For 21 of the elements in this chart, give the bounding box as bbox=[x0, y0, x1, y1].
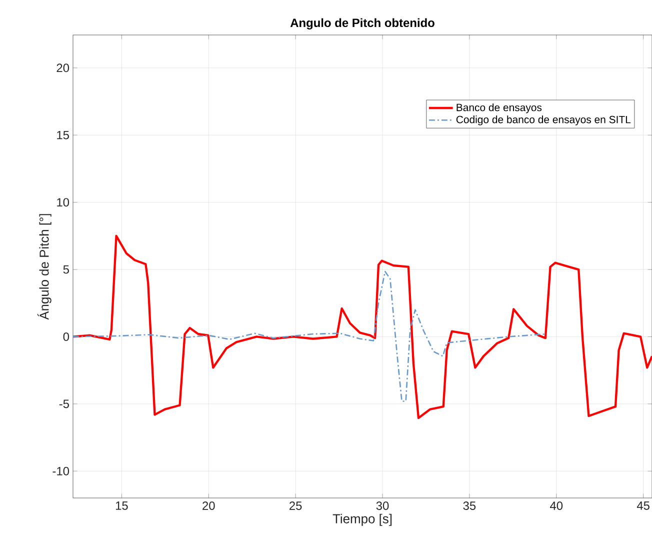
x-tick-label: 45 bbox=[636, 502, 650, 510]
y-tick-label: 0 bbox=[63, 332, 70, 341]
y-tick-label: 5 bbox=[63, 265, 69, 274]
legend-label: Codigo de banco de ensayos en SITL bbox=[456, 116, 631, 126]
y-axis-title: Ángulo de Pitch [°] bbox=[37, 214, 52, 320]
y-tick-label: 20 bbox=[56, 64, 70, 72]
y-tick-label: 15 bbox=[57, 130, 69, 140]
x-tick-label: 15 bbox=[116, 502, 128, 510]
chart-title: Angulo de Pitch obtenido bbox=[290, 18, 434, 30]
x-tick-label: 35 bbox=[463, 502, 476, 510]
legend-label: Banco de ensayos bbox=[456, 103, 542, 114]
line-series bbox=[73, 234, 652, 420]
x-tick-label: 30 bbox=[376, 502, 389, 510]
y-tick-label: -5 bbox=[59, 400, 69, 408]
x-tick-label: 25 bbox=[290, 502, 302, 510]
y-tick-label: 10 bbox=[57, 198, 70, 207]
x-tick-label: 20 bbox=[202, 502, 215, 510]
y-tick-label: -10 bbox=[52, 466, 70, 476]
line-series bbox=[73, 270, 546, 402]
x-tick-label: 40 bbox=[550, 502, 563, 510]
x-axis-title: Tiempo [s] bbox=[332, 514, 392, 526]
